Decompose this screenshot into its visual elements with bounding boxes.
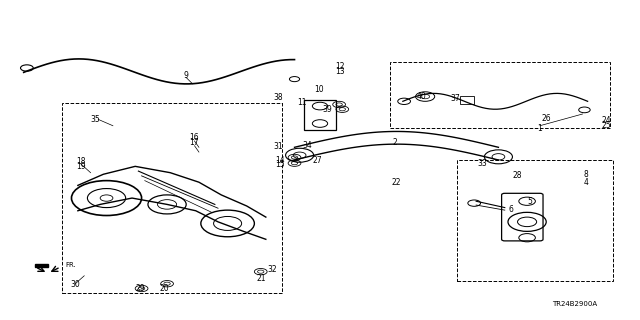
Text: 5: 5: [528, 197, 532, 206]
Text: 4: 4: [584, 178, 589, 187]
Bar: [62, 103, 282, 293]
Text: 37: 37: [450, 94, 460, 103]
Text: 2: 2: [393, 138, 397, 147]
Text: 11: 11: [298, 99, 307, 108]
Text: 10: 10: [314, 85, 324, 94]
Text: 38: 38: [274, 93, 284, 102]
Text: 6: 6: [509, 205, 514, 214]
Text: 32: 32: [268, 265, 277, 274]
Text: 35: 35: [91, 115, 100, 124]
Text: 31: 31: [274, 142, 284, 151]
Text: 39: 39: [323, 105, 333, 114]
Text: 40: 40: [417, 92, 427, 101]
Text: 34: 34: [302, 141, 312, 150]
Text: 15: 15: [275, 160, 285, 169]
Text: TR24B2900A: TR24B2900A: [552, 301, 597, 307]
Text: 30: 30: [70, 280, 80, 289]
Text: 20: 20: [159, 284, 169, 293]
Text: 25: 25: [602, 121, 612, 130]
Text: 14: 14: [275, 156, 285, 164]
Text: 18: 18: [76, 157, 86, 166]
Bar: [457, 160, 613, 281]
Text: 9: 9: [184, 71, 189, 80]
Text: 26: 26: [541, 114, 551, 123]
Bar: [390, 62, 610, 128]
Text: 29: 29: [136, 284, 145, 293]
Text: 17: 17: [189, 138, 199, 147]
Text: 1: 1: [538, 124, 542, 133]
Text: 33: 33: [477, 159, 488, 168]
Polygon shape: [35, 264, 48, 267]
Text: 28: 28: [513, 172, 522, 180]
Bar: [460, 96, 474, 104]
Text: 21: 21: [257, 275, 266, 284]
Bar: [304, 100, 336, 130]
Text: 16: 16: [189, 133, 199, 142]
Text: 22: 22: [392, 178, 401, 187]
Text: 13: 13: [335, 67, 345, 76]
Text: 8: 8: [584, 170, 589, 179]
Text: 19: 19: [76, 162, 86, 171]
Text: 12: 12: [335, 62, 345, 71]
Text: 24: 24: [602, 116, 612, 125]
Text: FR.: FR.: [65, 262, 76, 268]
Text: 27: 27: [312, 156, 322, 164]
